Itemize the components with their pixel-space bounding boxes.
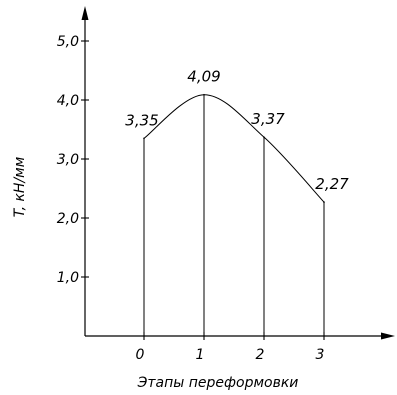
x-tick-label: 1 [196, 347, 205, 363]
data-point [203, 93, 205, 96]
series-curve [143, 94, 325, 203]
y-tick-label: 3,0 [57, 152, 79, 168]
y-tick-label: 2,0 [57, 211, 79, 227]
x-axis-label: Этапы переформовки [137, 375, 299, 391]
y-axis-arrow [81, 6, 89, 20]
y-tick-label: 1,0 [57, 270, 79, 286]
y-axis-label: T, кН/мм [12, 156, 28, 217]
data-label: 3,37 [251, 110, 285, 128]
data-point [263, 136, 265, 138]
y-ticks: 1,0 2,0 3,0 4,0 5,0 [57, 34, 89, 286]
data-point [323, 201, 325, 203]
x-axis-arrow [381, 332, 395, 340]
y-tick-label: 4,0 [57, 93, 79, 109]
x-tick-label: 0 [136, 347, 145, 363]
data-label: 2,27 [315, 175, 349, 193]
x-tick-label: 2 [256, 347, 265, 363]
x-tick-label: 3 [316, 347, 325, 363]
y-tick-label: 5,0 [57, 34, 79, 50]
data-label: 4,09 [187, 68, 220, 86]
data-point [143, 137, 145, 140]
x-ticks: 0 1 2 3 [136, 332, 325, 363]
series: 3,35 4,09 3,37 2,27 [125, 68, 349, 336]
data-label: 3,35 [125, 111, 158, 129]
